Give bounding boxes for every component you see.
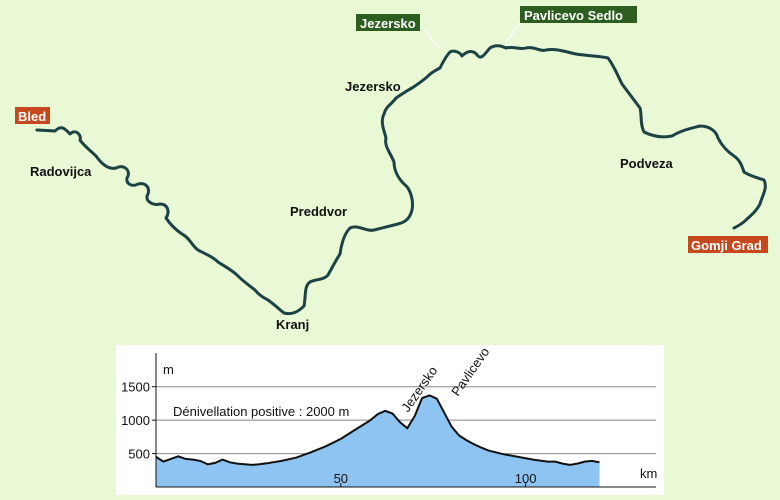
tag-bled-label: Bled <box>18 109 46 124</box>
tag-bled: Bled <box>15 107 50 124</box>
route-map: Bled Jezersko Pavlicevo Sedlo Gomji Grad… <box>15 6 768 332</box>
y-axis-label: m <box>163 362 174 377</box>
x-tick-label-100: 100 <box>515 471 537 486</box>
tag-pavlicevo-sedlo: Pavlicevo Sedlo <box>520 6 637 23</box>
profile-axes: 500 1000 1500 50 100 <box>121 353 656 488</box>
y-tick-label-1000: 1000 <box>121 413 150 428</box>
tag-gomji-grad-label: Gomji Grad <box>691 238 762 253</box>
place-podveza: Podveza <box>620 156 674 171</box>
y-tick-label-500: 500 <box>128 447 150 462</box>
pointer-pavlicevo <box>505 22 521 43</box>
elevation-profile: 500 1000 1500 50 100 m km Dénivellation posi… <box>116 345 664 495</box>
elevation-gain-note: Dénivellation positive : 2000 m <box>173 404 349 419</box>
tag-gomji-grad: Gomji Grad <box>688 236 768 253</box>
x-axis-label: km <box>640 466 657 481</box>
route-line <box>35 44 767 316</box>
place-radovijca: Radovijca <box>30 164 92 179</box>
y-tick-label-1500: 1500 <box>121 380 150 395</box>
tag-jezersko: Jezersko <box>356 14 420 31</box>
tag-jezersko-label: Jezersko <box>360 16 416 31</box>
pointer-jezersko <box>425 30 441 51</box>
elevation-line <box>155 394 600 466</box>
tag-pavlicevo-label: Pavlicevo Sedlo <box>524 8 623 23</box>
place-kranj: Kranj <box>276 317 309 332</box>
place-preddvor: Preddvor <box>290 204 347 219</box>
place-jezersko: Jezersko <box>345 79 401 94</box>
x-tick-label-50: 50 <box>334 471 348 486</box>
